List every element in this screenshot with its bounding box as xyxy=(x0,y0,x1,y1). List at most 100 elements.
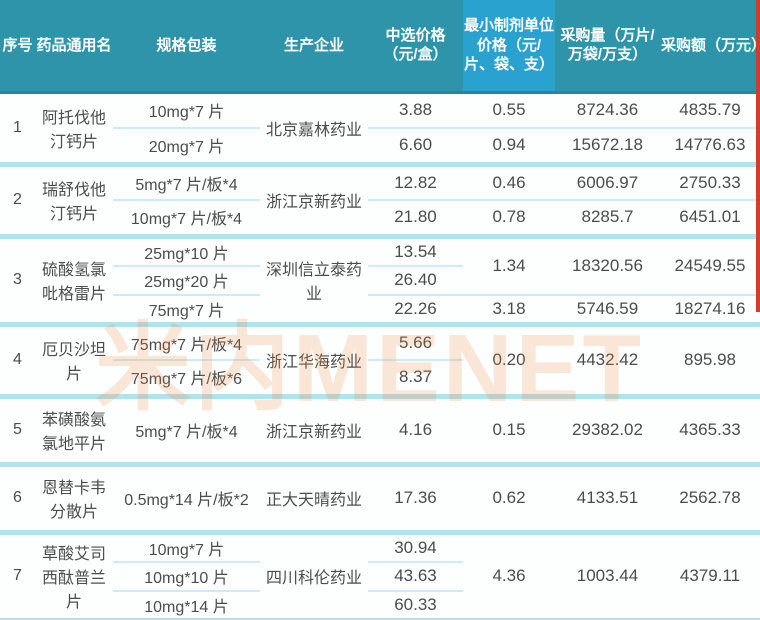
unit-value: 1.34 xyxy=(463,236,555,296)
amount-value: 2750.33 xyxy=(660,164,760,201)
table-row: 75mg*7 片/板*6 8.37 xyxy=(0,360,760,399)
table-row: 7 草酸艾司西酞普兰片 10mg*7 片四川科伦药业 30.94 4.36 1003.44… xyxy=(0,532,760,620)
price-value: 17.36 xyxy=(368,464,463,535)
qty-value: 18320.56 xyxy=(555,236,660,296)
spec: 10mg*10 片 xyxy=(113,561,260,592)
spec: 75mg*7 片/板*6 xyxy=(113,360,260,399)
price-value: 4.16 xyxy=(368,396,463,467)
spec: 5mg*7 片/板*4 xyxy=(113,164,260,201)
producer: 深圳信立泰药业 xyxy=(260,236,368,327)
amount-value: 4365.33 xyxy=(660,396,760,467)
row-number: 7 xyxy=(0,532,35,620)
table-row: 20mg*7 片 6.60 0.94 15672.18 14776.63 xyxy=(0,128,760,167)
col-header-4: 中选价格（元/盒） xyxy=(368,0,463,94)
amount-value: 4835.79 xyxy=(660,92,760,129)
spec: 20mg*7 片 xyxy=(113,128,260,167)
producer: 四川科伦药业 xyxy=(260,532,368,620)
spec: 0.5mg*14 片/板*2 xyxy=(113,464,260,535)
price-value: 6.60 xyxy=(368,128,463,167)
qty-value: 29382.02 xyxy=(555,396,660,467)
spec: 75mg*7 片/板*4 xyxy=(113,324,260,361)
price-value: 3.88 xyxy=(368,92,463,129)
table-row: 3 硫酸氢氯吡格雷片 25mg*10 片深圳信立泰药业 13.54 1.34 18320.… xyxy=(0,236,760,327)
qty-value: 4133.51 xyxy=(555,464,660,535)
price-value: 8.37 xyxy=(368,360,463,399)
unit-value: 0.62 xyxy=(463,464,555,535)
row-number: 1 xyxy=(0,92,35,167)
unit-value: 0.94 xyxy=(463,128,555,167)
table-row: 6 恩替卡韦分散片 0.5mg*14 片/板*2 正大天晴药业 17.36 0.62 413… xyxy=(0,464,760,535)
price-value: 12.82 xyxy=(368,164,463,201)
drug-name: 硫酸氢氯吡格雷片 xyxy=(35,236,113,327)
col-header-1: 药品通用名 xyxy=(35,0,113,94)
table-row: 4 厄贝沙坦片 75mg*7 片/板*4 浙江华海药业 5.66 0.20 4432.42 8… xyxy=(0,324,760,399)
col-header-5: 最小制剂单位价格（元/片、袋、支） xyxy=(463,0,555,94)
col-header-7: 采购额（万元） xyxy=(660,0,760,94)
producer: 浙江华海药业 xyxy=(260,324,368,399)
drug-name: 瑞舒伐他汀钙片 xyxy=(35,164,113,239)
producer: 正大天晴药业 xyxy=(260,464,368,535)
table-row: 2 瑞舒伐他汀钙片 5mg*7 片/板*4 浙江京新药业 12.82 0.46 6006.9… xyxy=(0,164,760,239)
amount-value: 24549.55 xyxy=(660,236,760,296)
price-value: 26.40 xyxy=(368,265,463,296)
spec: 25mg*10 片 xyxy=(113,236,260,267)
spec: 5mg*7 片/板*4 xyxy=(113,396,260,467)
drug-name: 草酸艾司西酞普兰片 xyxy=(35,532,113,620)
drug-name: 苯磺酸氨氯地平片 xyxy=(35,396,113,467)
row-number: 4 xyxy=(0,324,35,399)
row-number: 3 xyxy=(0,236,35,327)
col-header-0: 序号 xyxy=(0,0,35,94)
header-row: 序号 药品通用名 规格包装 生产企业 中选价格（元/盒） 最小制剂单位价格（元/片、袋、支… xyxy=(0,0,760,94)
drug-name: 恩替卡韦分散片 xyxy=(35,464,113,535)
producer: 浙江京新药业 xyxy=(260,396,368,467)
table-row: 10mg*14 片 60.33 xyxy=(0,590,760,620)
price-value: 21.80 xyxy=(368,200,463,239)
table-row: 1 阿托伐他汀钙片 10mg*7 片北京嘉林药业 3.88 0.55 8724.36 483… xyxy=(0,92,760,167)
price-value: 30.94 xyxy=(368,532,463,563)
drug-name: 阿托伐他汀钙片 xyxy=(35,92,113,167)
table-row: 25mg*20 片 26.40 xyxy=(0,265,760,296)
amount-value: 14776.63 xyxy=(660,128,760,167)
amount-value: 2562.78 xyxy=(660,464,760,535)
spec: 75mg*7 片 xyxy=(113,294,260,327)
price-value: 43.63 xyxy=(368,561,463,592)
amount-value: 6451.01 xyxy=(660,200,760,239)
col-header-6: 采购量（万片/万袋/万支） xyxy=(555,0,660,94)
price-value: 13.54 xyxy=(368,236,463,267)
table-body: 1 阿托伐他汀钙片 10mg*7 片北京嘉林药业 3.88 0.55 8724.36 483… xyxy=(0,92,760,620)
col-header-2: 规格包装 xyxy=(113,0,260,94)
table-header: 序号 药品通用名 规格包装 生产企业 中选价格（元/盒） 最小制剂单位价格（元/片、袋、支… xyxy=(0,0,760,94)
producer: 浙江京新药业 xyxy=(260,164,368,239)
amount-value: 18274.16 xyxy=(660,294,760,327)
table-row: 5 苯磺酸氨氯地平片 5mg*7 片/板*4 浙江京新药业 4.16 0.15 29382.… xyxy=(0,396,760,467)
table-row: 10mg*7 片/板*4 21.80 0.78 8285.7 6451.01 xyxy=(0,200,760,239)
qty-value: 8724.36 xyxy=(555,92,660,129)
col-header-3: 生产企业 xyxy=(260,0,368,94)
unit-value: 3.18 xyxy=(463,294,555,327)
price-value: 5.66 xyxy=(368,324,463,361)
unit-value: 0.20 xyxy=(463,324,555,399)
unit-value: 0.78 xyxy=(463,200,555,239)
price-value: 22.26 xyxy=(368,294,463,327)
qty-value: 1003.44 xyxy=(555,532,660,620)
spec: 25mg*20 片 xyxy=(113,265,260,296)
spec: 10mg*7 片 xyxy=(113,92,260,129)
qty-value: 8285.7 xyxy=(555,200,660,239)
spec: 10mg*14 片 xyxy=(113,590,260,620)
qty-value: 6006.97 xyxy=(555,164,660,201)
qty-value: 15672.18 xyxy=(555,128,660,167)
spec: 10mg*7 片 xyxy=(113,532,260,563)
red-edge-mark xyxy=(756,0,760,312)
table-row: 10mg*10 片 43.63 xyxy=(0,561,760,592)
qty-value: 4432.42 xyxy=(555,324,660,399)
table-row: 75mg*7 片 22.26 3.18 5746.59 18274.16 xyxy=(0,294,760,327)
qty-value: 5746.59 xyxy=(555,294,660,327)
producer: 北京嘉林药业 xyxy=(260,92,368,167)
unit-value: 0.15 xyxy=(463,396,555,467)
spec: 10mg*7 片/板*4 xyxy=(113,200,260,239)
unit-value: 4.36 xyxy=(463,532,555,620)
row-number: 6 xyxy=(0,464,35,535)
amount-value: 4379.11 xyxy=(660,532,760,620)
